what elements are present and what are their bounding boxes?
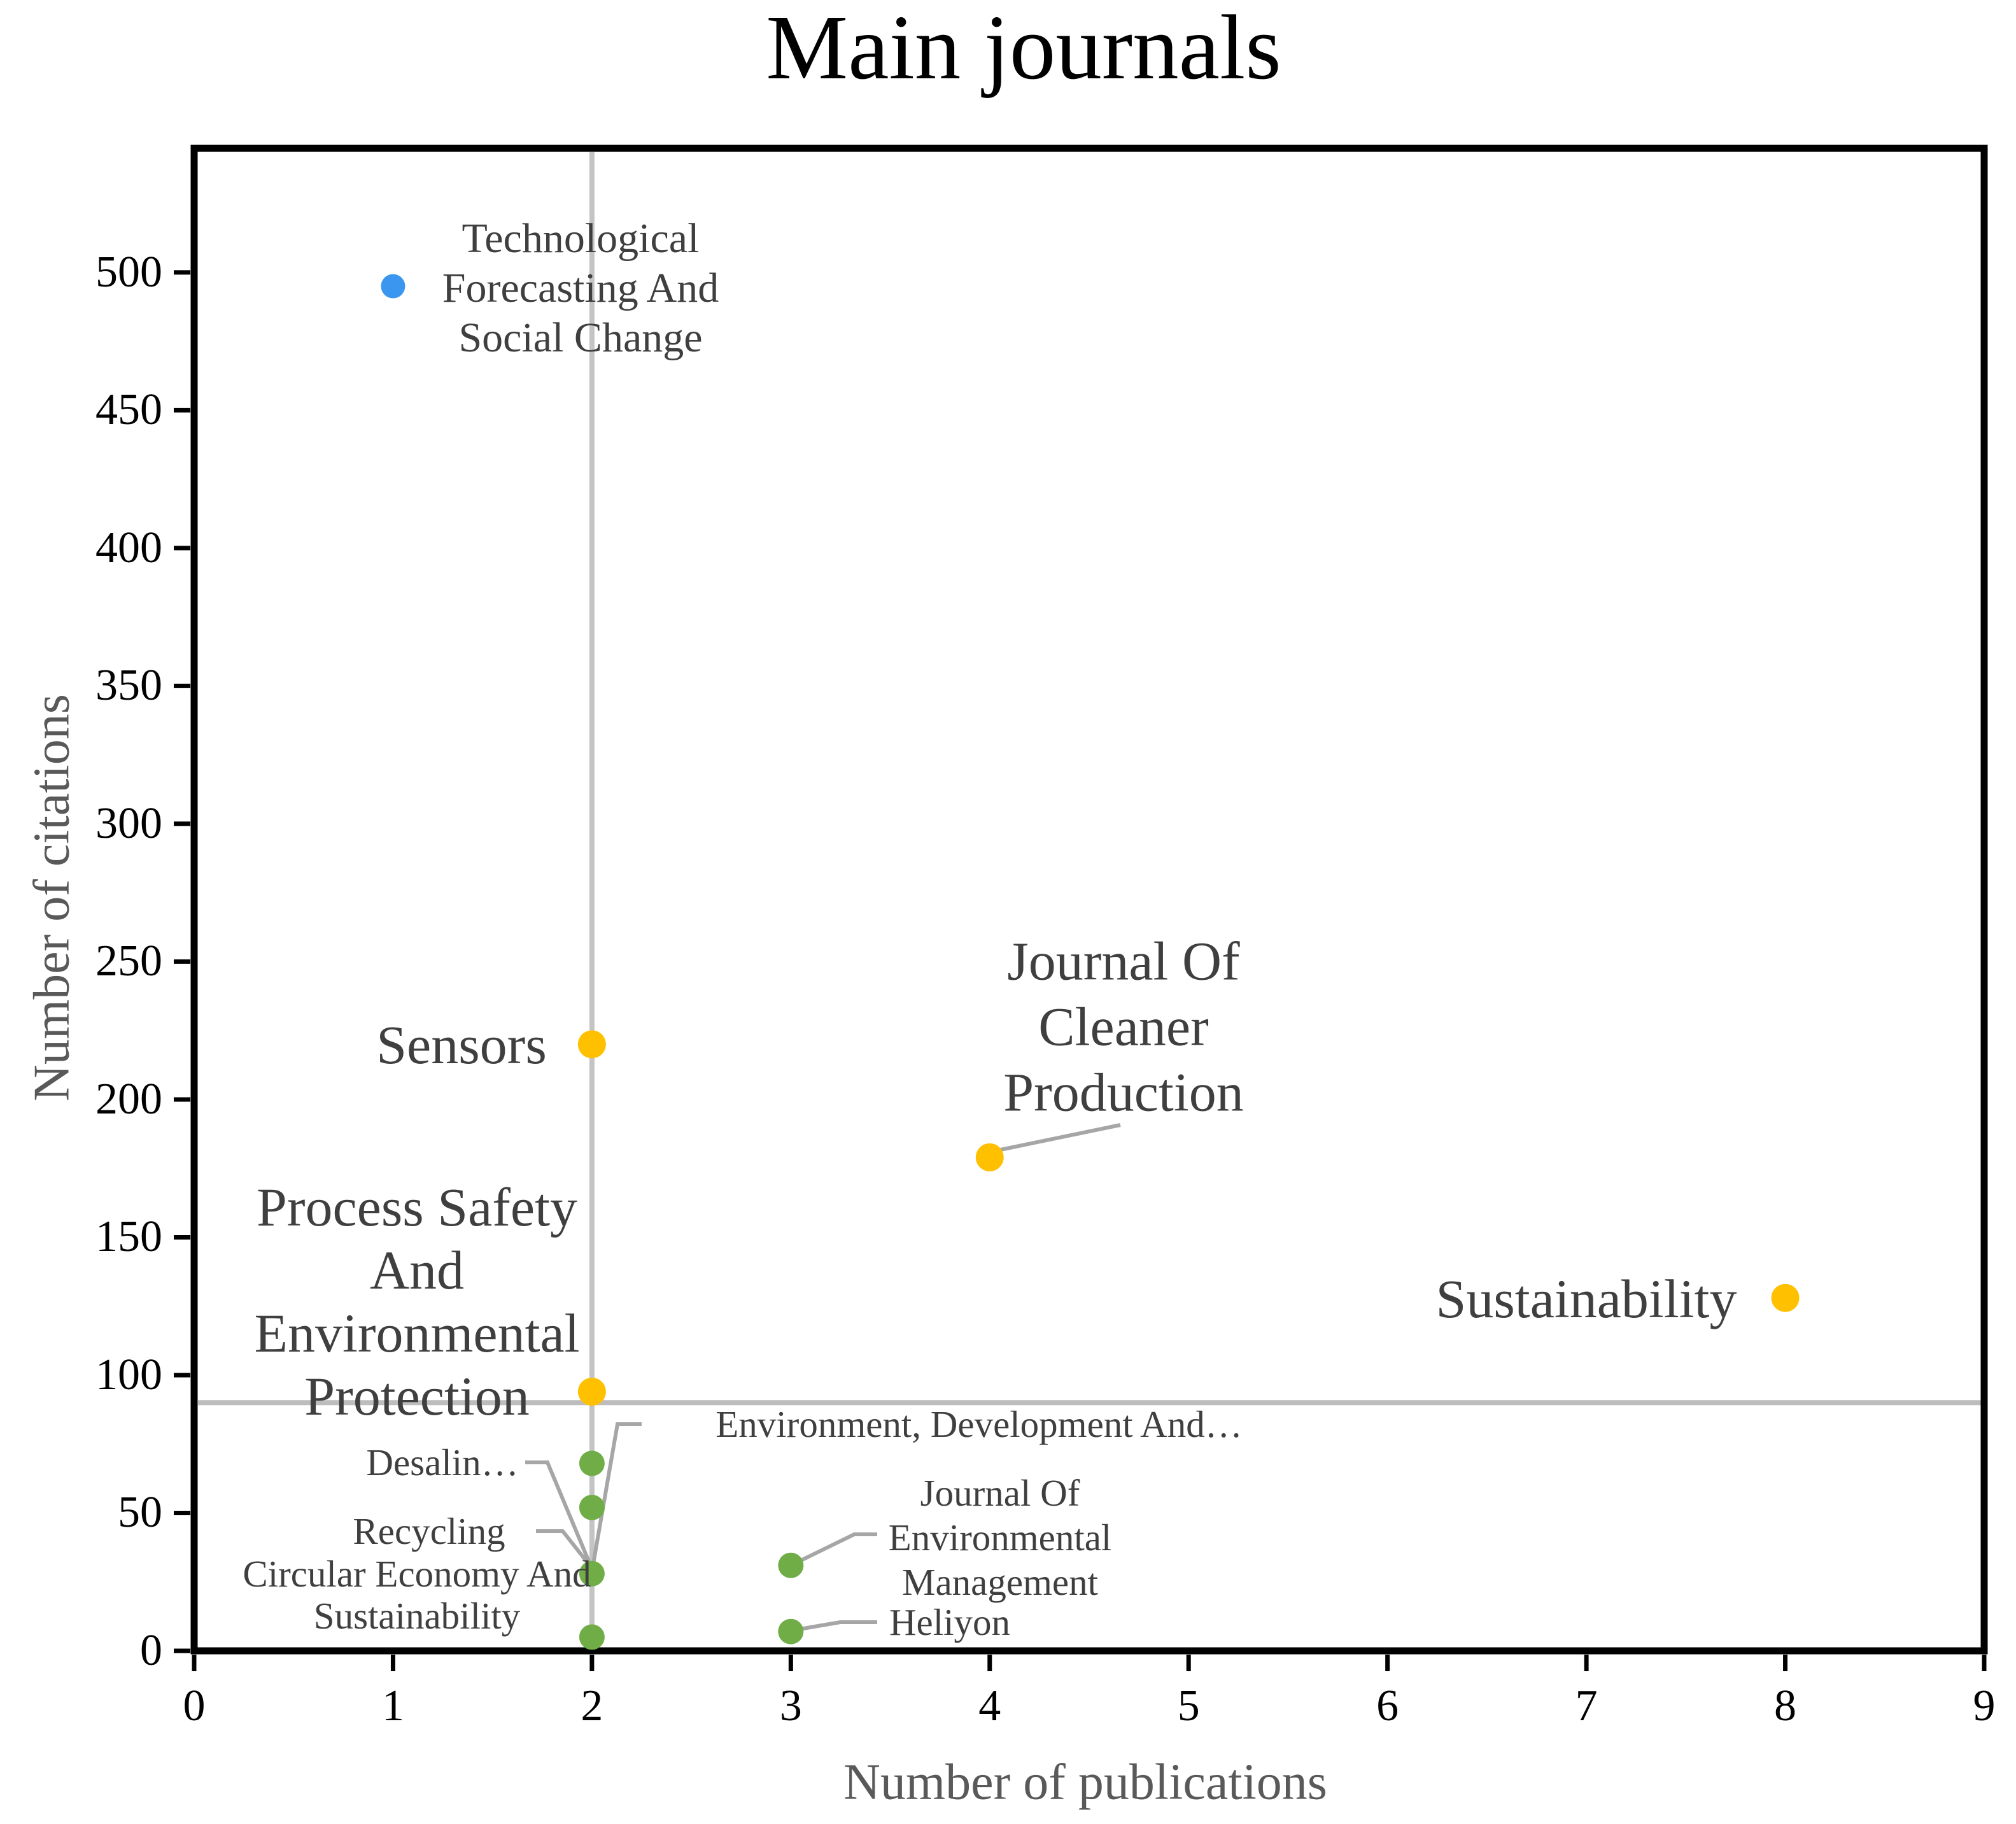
data-point: [579, 1560, 605, 1587]
plot-border: [190, 145, 1988, 1655]
y-tick-label: 100: [95, 1350, 162, 1399]
chart-title: Main journals: [766, 0, 1281, 99]
point-label-line: Sustainability: [313, 1595, 521, 1637]
point-label-line: Production: [1003, 1061, 1244, 1123]
label-desalin: Desalin…: [366, 1441, 518, 1484]
label-sustainability: Sustainability: [1436, 1267, 1737, 1331]
data-point: [1771, 1283, 1800, 1312]
x-tick-label: 9: [1973, 1681, 1996, 1730]
leader-line: [994, 1123, 1121, 1153]
point-label-line: Journal Of: [1007, 930, 1240, 992]
point-label-line: And: [369, 1240, 465, 1301]
y-tick-label: 400: [95, 523, 162, 572]
data-point: [579, 1494, 605, 1520]
data-point: [579, 1450, 605, 1476]
x-tick-label: 7: [1575, 1681, 1598, 1730]
y-tick-label: 350: [95, 661, 162, 711]
point-label-line: Recycling: [353, 1510, 505, 1552]
label-journal-of-environmental-management: Journal Of Environmental Management: [889, 1471, 1112, 1604]
y-axis-title: Number of citations: [24, 694, 80, 1101]
point-label-line: Protection: [304, 1366, 530, 1427]
label-recycling: Recycling: [353, 1509, 505, 1553]
point-label-line: Circular Economy And: [243, 1553, 591, 1595]
y-tick-label: 450: [95, 385, 162, 435]
y-tick-label: 300: [95, 798, 162, 848]
point-label-line: Management: [901, 1561, 1098, 1603]
point-label-line: Sensors: [376, 1014, 547, 1075]
data-point: [778, 1618, 804, 1644]
leader-line: [794, 1532, 877, 1565]
point-label-line: Sustainability: [1435, 1268, 1737, 1329]
point-label-line: Heliyon: [889, 1601, 1011, 1643]
y-tick-label: 150: [95, 1212, 162, 1262]
y-tick-label: 200: [95, 1074, 162, 1124]
point-label-line: Technological: [462, 215, 700, 262]
point-label-line: Desalin…: [366, 1441, 519, 1483]
x-tick-label: 6: [1376, 1681, 1399, 1730]
point-label-line: Environment, Development And…: [715, 1403, 1243, 1445]
point-label-line: Journal Of: [920, 1472, 1080, 1514]
label-environment-development-and: Environment, Development And…: [715, 1403, 1243, 1446]
label-sensors: Sensors: [376, 1013, 547, 1077]
leader-line: [536, 1529, 593, 1569]
x-axis-title: Number of publications: [843, 1754, 1327, 1811]
x-tick-label: 0: [183, 1681, 206, 1730]
x-tick-label: 1: [381, 1681, 404, 1730]
y-tick-label: 500: [95, 247, 162, 297]
point-label-line: Forecasting And: [442, 265, 719, 311]
point-label-line: Environmental: [254, 1303, 580, 1364]
data-point: [577, 1377, 606, 1406]
label-circular-economy-and-sustainability: Circular Economy And Sustainability: [243, 1553, 591, 1637]
x-tick-label: 4: [978, 1681, 1001, 1730]
point-label-line: Process Safety: [257, 1177, 577, 1238]
data-point: [579, 1624, 605, 1650]
data-point: [778, 1552, 804, 1578]
data-point: [975, 1143, 1004, 1171]
y-tick-label: 250: [95, 937, 162, 986]
label-process-safety-and-environmental-protection: Process Safety And Environmental Protection: [254, 1176, 579, 1428]
leader-line: [525, 1460, 593, 1569]
leader-line: [591, 1422, 642, 1568]
x-tick-label: 5: [1177, 1681, 1200, 1730]
label-heliyon: Heliyon: [889, 1601, 1010, 1644]
data-point: [577, 1030, 606, 1059]
point-label-line: Environmental: [888, 1516, 1112, 1559]
point-label-line: Social Change: [458, 315, 703, 361]
leader-line: [795, 1620, 877, 1632]
label-journal-of-cleaner-production: Journal Of Cleaner Production: [1003, 929, 1243, 1126]
data-point: [381, 274, 405, 299]
x-tick-label: 8: [1774, 1681, 1797, 1730]
y-tick-label: 50: [118, 1488, 162, 1538]
x-tick-label: 2: [581, 1681, 603, 1730]
y-tick-label: 0: [140, 1626, 162, 1675]
x-tick-label: 3: [779, 1681, 802, 1730]
point-label-line: Cleaner: [1038, 996, 1209, 1057]
label-technological-forecasting-and-social-change: Technological Forecasting And Social Chang…: [442, 214, 719, 363]
